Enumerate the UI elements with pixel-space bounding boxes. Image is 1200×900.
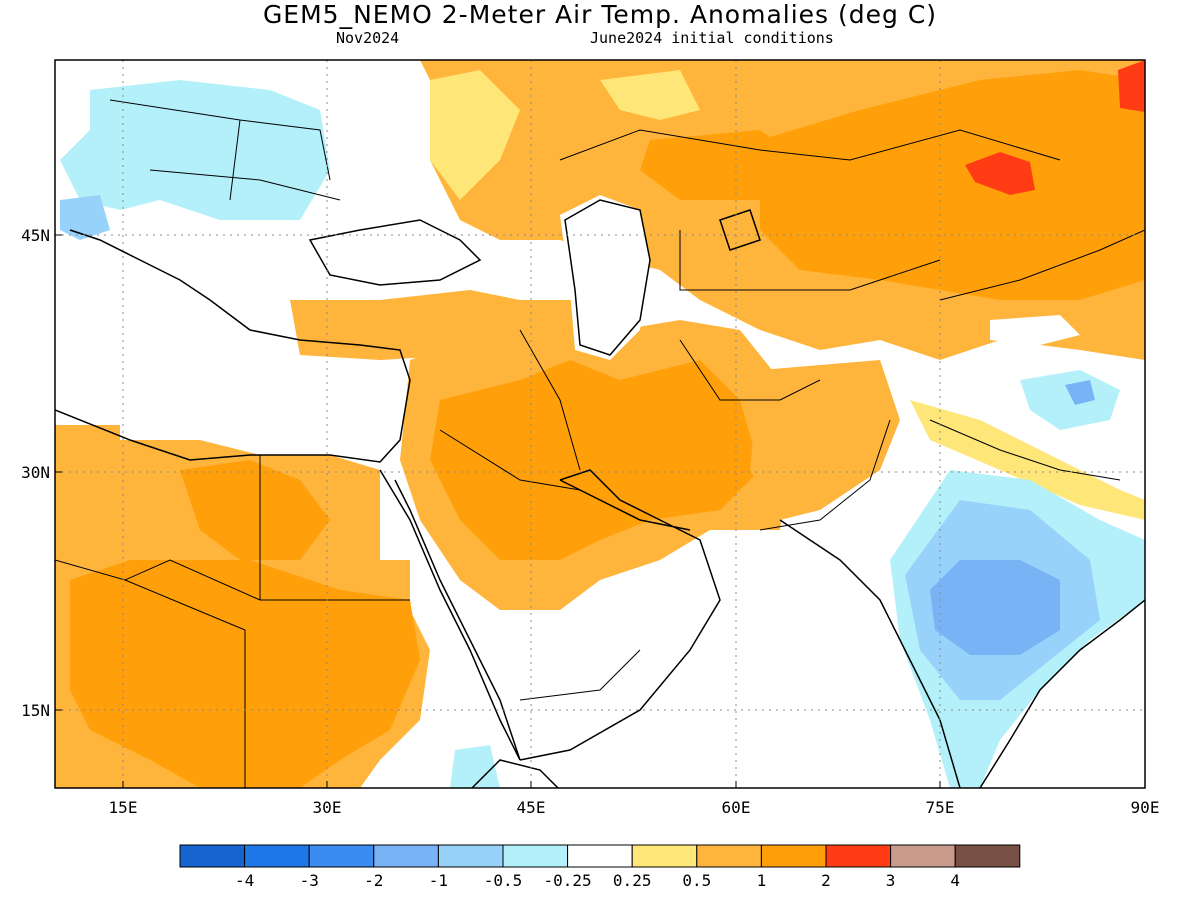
colorbar-label: 0.25: [613, 871, 652, 890]
anomaly-tibet-white: [990, 315, 1080, 345]
anomaly-pale-yellow-2: [600, 70, 700, 120]
colorbar-label: 2: [821, 871, 831, 890]
map-frame: [54, 59, 1146, 789]
anomaly-himalaya: [750, 360, 900, 520]
lon-label-30e: 30E: [313, 798, 342, 817]
border-yemen: [519, 649, 641, 701]
axis-ticks: [55, 234, 941, 788]
coast-arabia: [519, 469, 721, 761]
anomaly-caspian: [560, 195, 650, 360]
coast-blacksea: [308, 219, 482, 286]
border-saudi: [439, 429, 581, 491]
colorbar-label: -0.5: [484, 871, 523, 890]
anomaly-tibet-blue2: [1065, 380, 1095, 405]
border-russia-kaz: [559, 129, 1061, 161]
map-title: GEM5_NEMO 2-Meter Air Temp. Anomalies (d…: [262, 0, 938, 29]
lon-label-90e: 90E: [1131, 798, 1160, 817]
forecast-month: Nov2024: [336, 29, 400, 47]
anomaly-africa-strong-north: [180, 460, 330, 560]
coast-aral: [719, 209, 761, 251]
anomaly-india-strong: [930, 560, 1060, 655]
initial-conditions: June2024 initial conditions: [590, 29, 834, 47]
anomaly-europe-blue: [60, 195, 110, 240]
anomaly-redsea-blue: [450, 745, 500, 788]
coast-india: [779, 519, 1145, 788]
anomaly-himalaya-yellow: [910, 400, 1145, 520]
border-kaz: [679, 230, 941, 291]
lat-label-45n: 45N: [21, 226, 50, 245]
border-europe: [109, 99, 341, 201]
border-iran-iraq: [519, 329, 581, 471]
colorbar-swatch: [760, 844, 827, 868]
anomaly-tibet-blue: [1020, 370, 1120, 430]
anomaly-north-strong: [760, 70, 1145, 300]
colorbar-swatch: [502, 844, 569, 868]
anomaly-fields: [55, 60, 1145, 788]
border-pak: [759, 419, 891, 531]
colorbar-swatch: [954, 844, 1021, 868]
coast-mediterranean: [55, 229, 411, 463]
colorbar-swatch: [308, 844, 375, 868]
colorbar-label: -2: [364, 871, 383, 890]
anomaly-hotspot-2: [1118, 60, 1145, 112]
anomaly-siberia-strong2: [640, 130, 800, 200]
borders: [55, 99, 1145, 788]
anomaly-europe-light: [60, 80, 330, 220]
colorbar-swatch: [696, 844, 762, 868]
coast-east-africa: [470, 759, 560, 788]
colorbar-label: 4: [950, 871, 960, 890]
lat-label-15n: 15N: [21, 701, 50, 720]
colorbar-swatch: [179, 844, 246, 868]
colorbar-label: -4: [235, 871, 254, 890]
lon-label-45e: 45E: [517, 798, 546, 817]
colorbar-swatch: [631, 844, 698, 868]
border-chad: [124, 579, 246, 788]
lon-label-15e: 15E: [109, 798, 138, 817]
colorbar-swatch: [244, 844, 310, 868]
border-saharan: [55, 559, 261, 601]
colorbar-label: 0.5: [682, 871, 711, 890]
coast-caspian: [564, 199, 651, 356]
lat-label-30n: 30N: [21, 463, 50, 482]
border-iran-afg: [679, 339, 821, 401]
anomaly-arabia-strong: [430, 360, 760, 560]
colorbar-label: -0.25: [544, 871, 592, 890]
colorbar-swatch: [437, 844, 504, 868]
colorbar-label: 3: [886, 871, 896, 890]
border-china: [939, 229, 1145, 301]
anomaly-turkey: [290, 290, 520, 360]
border-nepal: [929, 419, 1121, 481]
colorbar-swatch: [373, 844, 439, 868]
graticule: [55, 60, 1145, 788]
colorbar-label: -3: [300, 871, 319, 890]
colorbar: -4 -3 -2 -1 -0.5 -0.25 0.25 0.5 1 2 3 4: [179, 844, 1021, 890]
anomaly-hotspot-1: [965, 152, 1035, 195]
colorbar-label: -1: [429, 871, 448, 890]
colorbar-swatch: [567, 844, 633, 868]
colorbar-swatch: [825, 844, 892, 868]
anomaly-pale-yellow-north: [430, 70, 520, 200]
lon-label-60e: 60E: [722, 798, 751, 817]
colorbar-label: 1: [757, 871, 767, 890]
colorbar-swatch: [890, 844, 956, 868]
lon-label-75e: 75E: [926, 798, 955, 817]
